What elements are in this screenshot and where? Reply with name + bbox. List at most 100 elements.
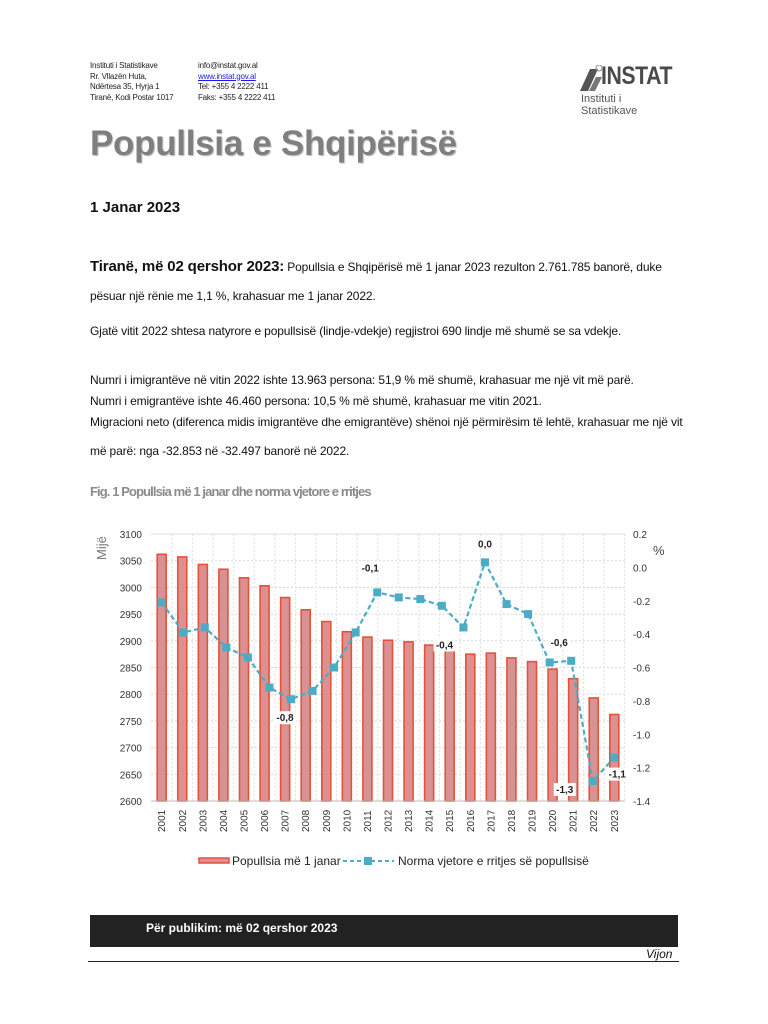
growth-point-2008 — [287, 695, 296, 704]
data-label-bg — [359, 561, 382, 575]
y-right-tick-label: 0.0 — [633, 563, 647, 574]
growth-point-2016 — [459, 623, 468, 632]
growth-point-2011 — [351, 628, 360, 637]
axes: 3100 3050 3000 2950 2900 2850 2800 2750 2700 2650… — [120, 530, 651, 832]
bar-2016 — [464, 653, 476, 802]
y-left-tick-label: 2950 — [120, 610, 143, 621]
growth-point-2010 — [330, 663, 339, 672]
address-line: Instituti i Statistikave — [90, 61, 158, 70]
bar-2005 — [238, 576, 250, 802]
bar-2006 — [259, 584, 270, 802]
growth-point-2017 — [480, 558, 489, 567]
bar-2014 — [423, 644, 435, 802]
natural-increase-paragraph: Gjatë vitit 2022 shtesa natyrore e popul… — [90, 324, 622, 338]
growth-point-2003 — [179, 628, 188, 637]
growth-point-2012 — [373, 588, 382, 597]
lead-text: Popullsia e Shqipërisë më 1 janar 2023 r… — [90, 260, 662, 303]
bar-2011 — [362, 636, 373, 802]
x-tick-label: 2019 — [528, 809, 539, 832]
x-tick-label: 2003 — [198, 809, 209, 832]
bar-2009 — [320, 620, 332, 802]
data-label-2016: -0,4 — [436, 640, 454, 651]
y-left-tick-label: 3050 — [120, 557, 143, 568]
data-label-bg — [553, 782, 576, 796]
x-tick-label: 2010 — [342, 809, 353, 832]
y-right-tick-label: -0.4 — [633, 630, 651, 641]
website-link[interactable]: www.instat.gov.al — [198, 71, 256, 81]
data-label-bg — [548, 635, 571, 649]
address-block: Instituti i Statistikave Rr. Vllazën Hut… — [90, 61, 174, 103]
x-tick-label: 2017 — [486, 809, 497, 832]
x-tick-label: 2021 — [569, 809, 580, 832]
legend: Popullsia më 1 janar Norma vjetore e rri… — [198, 854, 589, 868]
continue-label: Vijon — [646, 947, 673, 961]
email[interactable]: info@instat.gov.al — [198, 61, 258, 70]
data-label-2012: -0,1 — [362, 563, 380, 574]
bars — [156, 553, 620, 802]
report-date: 1 Janar 2023 — [90, 199, 181, 216]
x-tick-label: 2023 — [610, 809, 621, 832]
growth-point-2019 — [524, 610, 533, 619]
x-tick-label: 2022 — [589, 809, 600, 832]
bar-2008 — [300, 609, 312, 802]
growth-point-2020 — [545, 658, 554, 667]
x-tick-label: 2020 — [548, 809, 559, 832]
y-left-tick-label: 3100 — [120, 530, 143, 541]
data-labels: -0,8 -0,1 -0,4 0,0 -0,6 -1,3 -1,1 — [274, 537, 629, 796]
growth-point-2021 — [567, 656, 576, 665]
bar-2012 — [382, 639, 394, 802]
address-line: Tiranë, Kodi Postar 1017 — [90, 92, 174, 102]
data-label-bg — [274, 711, 297, 725]
y-left-tick-label: 2600 — [120, 797, 143, 808]
bar-2010 — [341, 630, 353, 802]
legend-line-marker — [364, 857, 372, 865]
y-left-tick-label: 2800 — [120, 690, 143, 701]
bar-2017 — [485, 652, 497, 802]
growth-line — [157, 558, 619, 785]
address-line: Ndërtesa 35, Hyrja 1 — [90, 82, 160, 91]
growth-point-2013 — [394, 593, 403, 602]
x-tick-label: 2004 — [219, 809, 230, 832]
x-tick-label: 2008 — [301, 809, 312, 832]
x-tick-label: 2007 — [281, 809, 292, 832]
instat-logo: INSTAT Instituti i Statistikave — [580, 60, 680, 117]
y-left-tick-label: 2850 — [120, 664, 143, 675]
publication-banner: Për publikim: më 02 qershor 2023 — [90, 915, 678, 947]
data-label-2022: -1,3 — [556, 785, 574, 796]
x-tick-label: 2011 — [363, 810, 374, 832]
growth-point-2004 — [200, 623, 209, 632]
page-title: Popullsia e Shqipërisë — [90, 124, 457, 163]
x-tick-label: 2013 — [404, 809, 415, 832]
y-left-tick-label: 3000 — [120, 583, 143, 594]
bar-2020 — [547, 668, 558, 802]
y-right-tick-label: 0.2 — [633, 530, 647, 541]
bar-2004 — [218, 568, 229, 802]
y-right-tick-label: -1.0 — [633, 730, 651, 741]
growth-line-path — [160, 559, 616, 784]
lead-paragraph: Tiranë, më 02 qershor 2023: Popullsia e … — [90, 252, 690, 311]
y-right-tick-label: -0.6 — [633, 664, 651, 675]
growth-point-2015 — [437, 601, 446, 610]
data-label-2021: -0,6 — [551, 638, 569, 649]
legend-bar-label: Popullsia më 1 janar — [232, 854, 341, 868]
growth-point-2022 — [588, 776, 597, 785]
growth-point-2023 — [610, 753, 619, 762]
growth-point-2018 — [502, 600, 511, 609]
footer-divider — [88, 961, 679, 962]
data-label-bg — [433, 638, 456, 652]
logo-subtitle: Instituti i Statistikave — [581, 93, 638, 117]
growth-point-2006 — [243, 653, 252, 662]
x-tick-label: 2012 — [384, 809, 395, 832]
x-tick-label: 2005 — [239, 809, 250, 832]
net-migration-paragraph: Migracioni neto (diferenca midis imigran… — [90, 415, 683, 458]
y-right-tick-label: -0.2 — [633, 597, 651, 608]
y-axis-right-title: % — [653, 543, 665, 558]
x-tick-label: 2015 — [445, 809, 456, 832]
immigrants-paragraph: Numri i imigrantëve në vitin 2022 ishte … — [90, 373, 634, 387]
y-left-tick-label: 2900 — [120, 637, 143, 648]
figure-caption: Fig. 1 Popullsia më 1 janar dhe norma vj… — [90, 484, 372, 499]
growth-point-2002 — [157, 598, 166, 607]
x-tick-label: 2018 — [507, 809, 518, 832]
growth-point-2007 — [265, 683, 274, 692]
address-line: Rr. Vllazën Huta, — [90, 71, 147, 81]
